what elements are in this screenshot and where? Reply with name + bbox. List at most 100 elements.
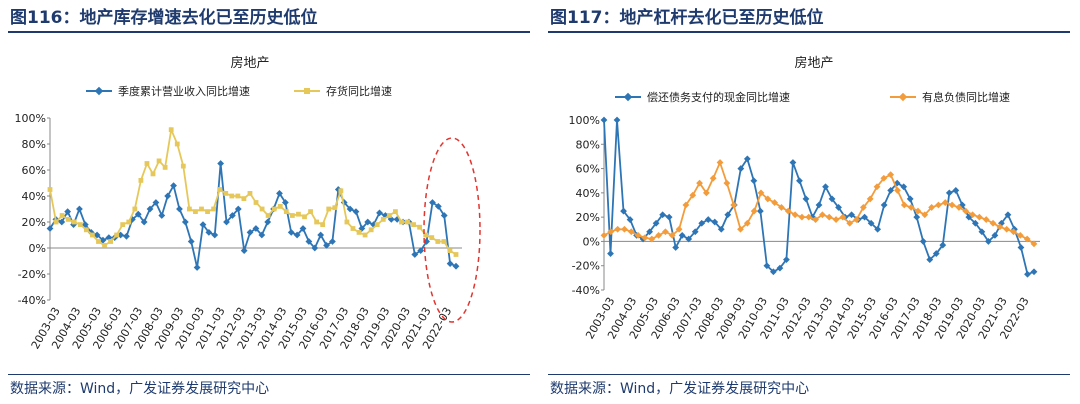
- data-point: [614, 225, 622, 233]
- data-point: [241, 196, 247, 201]
- data-point: [235, 193, 241, 199]
- data-point: [126, 219, 132, 225]
- data-point: [364, 218, 372, 226]
- y-tick-label: 20%: [576, 211, 600, 224]
- data-point: [411, 222, 416, 227]
- data-point: [417, 247, 425, 254]
- data-point: [709, 174, 717, 182]
- data-point: [229, 212, 236, 219]
- data-point: [702, 189, 710, 197]
- data-point: [704, 216, 712, 223]
- y-tick-label: 60%: [22, 164, 46, 177]
- data-point: [386, 213, 392, 218]
- data-point: [253, 200, 259, 205]
- data-point: [989, 219, 997, 227]
- data-point: [53, 219, 59, 225]
- legend-label: 季度累计营业收入同比增速: [118, 84, 250, 98]
- data-point: [839, 213, 847, 221]
- data-point: [716, 159, 724, 166]
- title-divider: [8, 31, 530, 33]
- data-point: [730, 201, 738, 209]
- data-point: [771, 199, 779, 206]
- data-point: [132, 206, 138, 212]
- data-point: [90, 232, 95, 238]
- data-point: [65, 217, 71, 222]
- data-point: [880, 201, 888, 209]
- y-tick-label: 0%: [29, 242, 46, 255]
- data-point: [971, 219, 979, 227]
- series-line: [603, 119, 1035, 276]
- data-point: [211, 206, 217, 212]
- data-point: [114, 232, 120, 238]
- data-point: [835, 204, 842, 211]
- chart-panel-116: 图116：地产库存增速去化已至历史低位 房地产 季度累计营业收入同比增速 存货同比增…: [8, 8, 530, 397]
- data-point: [276, 190, 283, 197]
- data-point: [776, 264, 784, 272]
- data-point: [299, 225, 307, 232]
- data-point: [71, 219, 77, 225]
- data-point: [380, 217, 386, 222]
- data-point: [655, 231, 662, 239]
- data-point: [932, 250, 940, 257]
- data-point: [665, 213, 673, 221]
- data-point: [756, 207, 764, 215]
- data-point: [894, 187, 901, 194]
- data-point: [271, 206, 277, 212]
- data-point: [205, 209, 210, 214]
- figure-title: 图116：地产库存增速去化已至历史低位: [10, 8, 318, 28]
- data-point: [815, 201, 823, 209]
- data-point: [750, 177, 758, 185]
- data-point: [158, 212, 166, 219]
- data-point: [802, 195, 810, 203]
- data-point: [1017, 244, 1025, 251]
- data-point: [682, 201, 690, 209]
- data-point: [939, 241, 947, 249]
- data-point: [350, 226, 356, 231]
- data-point: [193, 209, 198, 214]
- legend-swatch-marker: [304, 88, 310, 94]
- y-tick-label: 60%: [576, 163, 600, 176]
- data-point: [399, 219, 404, 225]
- data-point: [435, 239, 441, 244]
- data-point: [320, 222, 326, 227]
- data-point: [698, 219, 706, 227]
- data-point: [935, 201, 942, 209]
- data-point: [150, 171, 156, 177]
- data-point: [417, 224, 423, 230]
- data-point: [819, 211, 826, 219]
- source-divider: [548, 374, 1070, 375]
- data-point: [791, 211, 799, 219]
- data-point: [620, 207, 627, 215]
- data-point: [991, 231, 999, 239]
- data-point: [907, 204, 915, 211]
- data-point: [76, 205, 83, 213]
- figure-title: 图117：地产杠杆去化已至历史低位: [550, 8, 824, 28]
- data-point: [259, 206, 265, 212]
- data-point: [144, 161, 150, 166]
- legend-label: 存货同比增速: [326, 84, 392, 98]
- data-point: [329, 238, 336, 245]
- data-point: [264, 218, 272, 226]
- data-point: [323, 242, 330, 249]
- data-point: [193, 264, 201, 271]
- data-point: [919, 238, 927, 245]
- highlight-ellipse: [423, 137, 481, 323]
- data-point: [162, 165, 168, 170]
- data-point: [374, 222, 380, 227]
- data-point: [77, 222, 83, 227]
- legend-swatch-marker: [623, 92, 633, 102]
- data-point: [302, 214, 307, 220]
- data-point: [668, 231, 676, 239]
- data-point: [796, 177, 803, 185]
- data-point: [99, 236, 107, 244]
- data-point: [887, 171, 895, 179]
- y-tick-label: 80%: [576, 138, 600, 151]
- y-tick-label: 0%: [583, 235, 600, 248]
- data-point: [47, 187, 53, 192]
- data-point: [368, 227, 374, 233]
- data-point: [1024, 270, 1031, 278]
- data-point: [411, 251, 419, 258]
- data-point: [928, 204, 936, 211]
- data-point: [181, 218, 189, 226]
- data-point: [289, 213, 295, 218]
